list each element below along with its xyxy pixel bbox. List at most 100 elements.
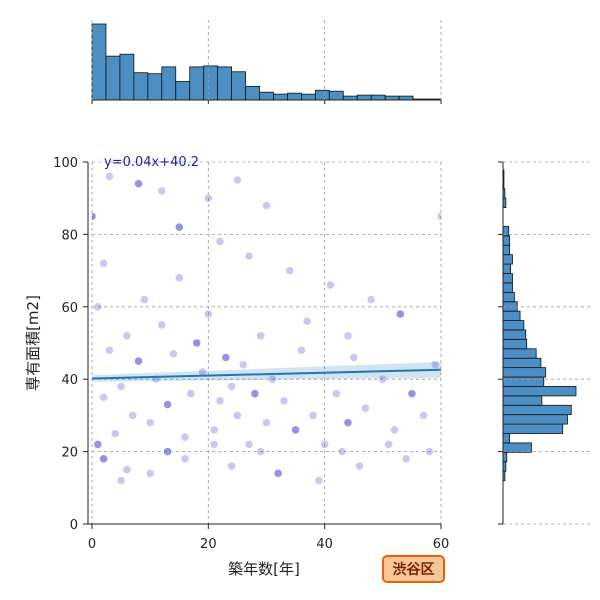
scatter-point	[436, 212, 441, 221]
scatter-point	[99, 454, 108, 464]
x-axis-ticks: 0 20 40 60	[88, 100, 449, 552]
top-histogram-bar	[342, 95, 358, 101]
scatter-point	[396, 309, 405, 319]
top-histogram-bar	[384, 95, 400, 101]
right-histogram-bar	[502, 423, 564, 434]
right-histogram-bar	[502, 244, 511, 256]
x-tick-label: 40	[316, 537, 333, 552]
scatter-point	[175, 222, 184, 232]
scatter-point	[209, 440, 219, 449]
scatter-point	[180, 432, 190, 442]
scatter-point	[256, 447, 265, 456]
scatter-point	[419, 411, 428, 420]
top-histogram-bar	[273, 93, 288, 101]
scatter-point	[233, 411, 242, 420]
region-badge: 渋谷区	[382, 555, 445, 583]
scatter-point	[343, 418, 353, 427]
scatter-point	[244, 440, 254, 449]
scatter-point	[180, 454, 190, 464]
scatter-point	[186, 389, 196, 398]
x-axis-title: 築年数[年]	[228, 560, 300, 578]
top-histogram-bar	[231, 71, 246, 101]
scatter-point	[262, 418, 271, 427]
top-histogram-bar	[175, 81, 191, 101]
scatter-point	[262, 201, 271, 210]
top-histogram-bar	[119, 53, 135, 101]
right-histogram-bar	[502, 310, 521, 321]
scatter-point	[221, 353, 231, 362]
scatter-point	[105, 345, 114, 355]
right-histogram-bar	[502, 395, 543, 406]
scatter-point	[343, 331, 353, 341]
right-histogram-bar	[502, 414, 568, 425]
scatter-point	[233, 175, 242, 185]
scatter-point	[268, 374, 277, 384]
scatter-point	[355, 461, 364, 471]
right-marginal-histogram	[502, 169, 577, 481]
scatter-point	[227, 382, 236, 391]
right-histogram-bar	[502, 320, 525, 331]
scatter-point	[99, 393, 108, 402]
scatter-point	[366, 295, 376, 304]
scatter-point	[291, 425, 300, 435]
scatter-point	[425, 447, 434, 456]
top-histogram-bar	[259, 91, 274, 101]
top-histogram-bar	[133, 72, 149, 101]
y-tick-label: 40	[61, 373, 78, 388]
scatter-point	[128, 411, 137, 420]
scatter-point	[93, 302, 103, 312]
right-histogram-bar	[502, 386, 577, 397]
scatter-points	[92, 172, 441, 485]
scatter-point	[122, 465, 132, 474]
right-histogram-bar	[502, 451, 508, 463]
scatter-point	[337, 447, 347, 456]
top-histogram-bar	[314, 89, 330, 101]
scatter-point	[163, 447, 172, 456]
regression-line	[91, 368, 442, 380]
scatter-point	[204, 193, 213, 203]
scatter-point	[209, 425, 219, 435]
scatter-point	[163, 400, 172, 409]
scatter-point	[308, 411, 318, 420]
right-histogram-bar	[502, 263, 511, 274]
y-tick-label: 100	[53, 156, 78, 171]
top-histogram-bar	[356, 94, 372, 101]
right-histogram-bar	[502, 291, 515, 303]
top-histogram-bar	[217, 66, 232, 101]
right-histogram-bar	[502, 338, 528, 350]
y-axis-ticks: 0 20 40 60 80 100	[53, 156, 503, 533]
scatter-point	[215, 237, 225, 246]
y-tick-label: 0	[70, 518, 78, 533]
scatter-point	[169, 349, 178, 359]
scatter-point	[378, 374, 388, 384]
x-tick-label: 60	[433, 537, 450, 552]
scatter-point	[297, 345, 306, 355]
right-histogram-bar	[502, 433, 511, 444]
scatter-point	[134, 179, 143, 188]
scatter-point	[273, 469, 283, 478]
top-histogram-bar	[189, 66, 205, 101]
scatter-point	[244, 251, 254, 261]
scatter-point	[250, 389, 260, 398]
right-histogram-bar	[502, 376, 545, 387]
scatter-point	[401, 454, 411, 464]
scatter-point	[93, 440, 103, 449]
scatter-point	[140, 295, 149, 304]
x-tick-label: 20	[200, 537, 217, 552]
scatter-point	[361, 403, 370, 413]
region-badge-box	[382, 555, 445, 583]
right-histogram-bar	[502, 329, 527, 340]
scatter-point	[279, 396, 289, 406]
top-histogram-bar	[105, 55, 121, 101]
top-histogram-bar	[203, 65, 219, 101]
scatter-point	[157, 186, 167, 196]
scatter-point	[332, 389, 341, 398]
scatter-point	[314, 476, 324, 485]
x-tick-label: 0	[88, 537, 96, 552]
scatter-point	[99, 259, 108, 268]
right-histogram-bar	[502, 235, 511, 246]
scatter-point	[256, 331, 265, 341]
scatter-point	[192, 338, 201, 348]
top-histogram-bar	[245, 85, 260, 101]
regression-equation: y=0.04x+40.2	[104, 155, 199, 170]
